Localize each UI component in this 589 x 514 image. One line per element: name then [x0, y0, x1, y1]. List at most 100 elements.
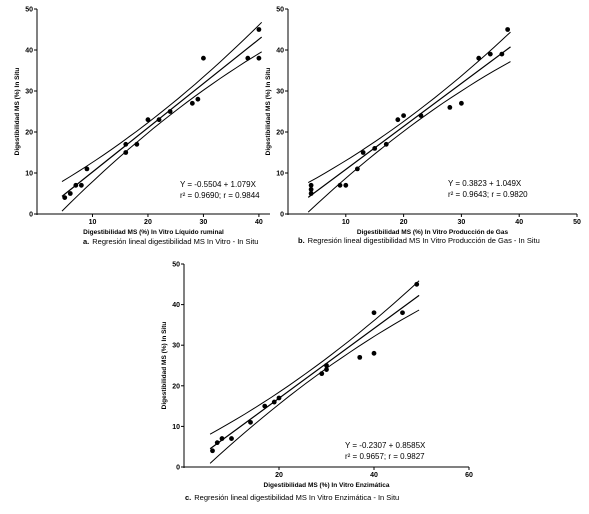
x-tick-label: 20: [144, 219, 152, 226]
regression-line: [307, 46, 511, 198]
y-tick-label: 0: [176, 465, 180, 472]
confidence-band-lower: [61, 51, 262, 212]
data-point: [214, 440, 220, 446]
x-tick-label: 30: [200, 219, 208, 226]
confidence-band-upper: [61, 21, 263, 183]
data-point: [201, 55, 206, 61]
panel-caption-letter: a.: [83, 237, 89, 246]
confidence-band-upper: [307, 31, 511, 184]
data-point: [476, 55, 482, 61]
data-point: [371, 310, 377, 316]
y-tick-label: 10: [276, 171, 284, 178]
regression-stats: r² = 0.9643; r = 0.9820: [448, 190, 528, 199]
panel-caption: a. Regresión lineal digestibilidad MS In …: [83, 237, 258, 246]
data-point: [134, 141, 140, 147]
panel-caption-letter: c.: [185, 493, 191, 502]
data-point: [337, 182, 343, 188]
x-tick-label: 40: [515, 219, 523, 226]
data-point: [219, 436, 225, 441]
data-point: [487, 51, 493, 57]
x-tick-label: 10: [342, 219, 350, 226]
data-point: [324, 367, 329, 372]
data-point: [371, 350, 377, 356]
data-point: [499, 51, 505, 57]
regression-line: [61, 36, 263, 197]
y-tick-label: 10: [172, 424, 180, 431]
data-point: [84, 166, 90, 172]
y-tick-label: 30: [172, 343, 180, 350]
x-tick-label: 60: [465, 472, 473, 479]
y-tick-label: 40: [172, 302, 180, 309]
data-point: [195, 96, 201, 102]
x-axis-label: Digestibilidad MS (%) In Vitro Líquido r…: [83, 229, 224, 236]
data-point: [229, 436, 234, 441]
y-tick-label: 40: [25, 48, 33, 55]
regression-equation: Y = -0.2307 + 0.8585X: [345, 441, 426, 450]
x-tick-label: 20: [400, 219, 408, 226]
y-axis-label: Digestibilidad MS (%) In Situ: [161, 322, 168, 410]
data-point: [459, 100, 464, 106]
y-tick-label: 50: [276, 7, 284, 14]
data-point: [210, 448, 215, 454]
regression-stats: r² = 0.9690; r = 0.9844: [180, 191, 260, 200]
y-axis-label: Digestibilidad MS (%) In Situ: [14, 68, 21, 156]
confidence-band-lower: [307, 61, 511, 213]
data-point: [400, 310, 405, 316]
data-point: [357, 354, 363, 360]
data-point: [145, 117, 151, 123]
data-point: [256, 55, 262, 61]
confidence-band-lower: [209, 309, 420, 464]
y-tick-label: 30: [276, 89, 284, 96]
data-point: [73, 182, 79, 188]
y-tick-label: 0: [29, 212, 33, 219]
regression-line: [209, 294, 420, 450]
chart-panel-a: 0 10 20 30 40 50 10 20 30 40 Y = -0.5504 + 1.079X r…: [14, 7, 270, 246]
y-tick-label: 10: [25, 171, 33, 178]
y-tick-label: 20: [172, 383, 180, 390]
data-point: [256, 27, 262, 32]
data-point: [414, 281, 420, 287]
x-tick-label: 50: [573, 219, 581, 226]
data-point: [354, 166, 360, 172]
panel-caption: c. Regresión lineal digestibilidad MS In …: [185, 493, 399, 502]
x-tick-label: 40: [255, 219, 263, 226]
data-point: [343, 182, 349, 188]
data-point: [324, 363, 329, 368]
y-tick-label: 20: [25, 130, 33, 137]
data-point: [156, 117, 162, 123]
data-point: [271, 399, 277, 405]
x-tick-label: 20: [275, 472, 283, 479]
data-point: [276, 395, 282, 401]
x-tick-label: 30: [458, 219, 466, 226]
chart-panel-b: 0 10 20 30 40 50 10 20 30 40 50 Y = 0.3823 + 1.049X…: [265, 7, 581, 246]
y-tick-label: 20: [276, 130, 284, 137]
x-axis-label: Digestibilidad MS (%) In Vitro Producció…: [357, 229, 509, 236]
panel-caption: b. Regresión lineal digestibilidad MS In …: [298, 236, 540, 245]
x-axis-label: Digestibilidad MS (%) In Vitro Enzimátic…: [264, 482, 390, 489]
data-point: [308, 191, 314, 196]
y-axis-label: Digestibilidad MS (%) In Situ: [265, 68, 272, 156]
data-point: [123, 150, 129, 155]
confidence-band-upper: [209, 280, 420, 435]
y-tick-label: 50: [172, 262, 180, 269]
data-point: [123, 141, 129, 147]
data-point: [245, 55, 251, 61]
data-point: [248, 419, 253, 425]
data-point: [262, 403, 268, 409]
data-point: [505, 27, 511, 32]
y-tick-label: 30: [25, 89, 33, 96]
y-tick-label: 0: [280, 212, 284, 219]
regression-equation: Y = -0.5504 + 1.079X: [180, 180, 257, 189]
regression-equation: Y = 0.3823 + 1.049X: [448, 179, 522, 188]
data-point: [418, 113, 424, 118]
data-point: [67, 191, 73, 196]
data-point: [360, 150, 366, 155]
panel-caption-letter: b.: [298, 236, 305, 245]
data-point: [383, 141, 389, 147]
data-point: [308, 187, 314, 192]
regression-stats: r² = 0.9657; r = 0.9827: [345, 452, 425, 461]
x-tick-label: 40: [370, 472, 378, 479]
data-point: [78, 182, 84, 188]
data-point: [447, 105, 453, 110]
